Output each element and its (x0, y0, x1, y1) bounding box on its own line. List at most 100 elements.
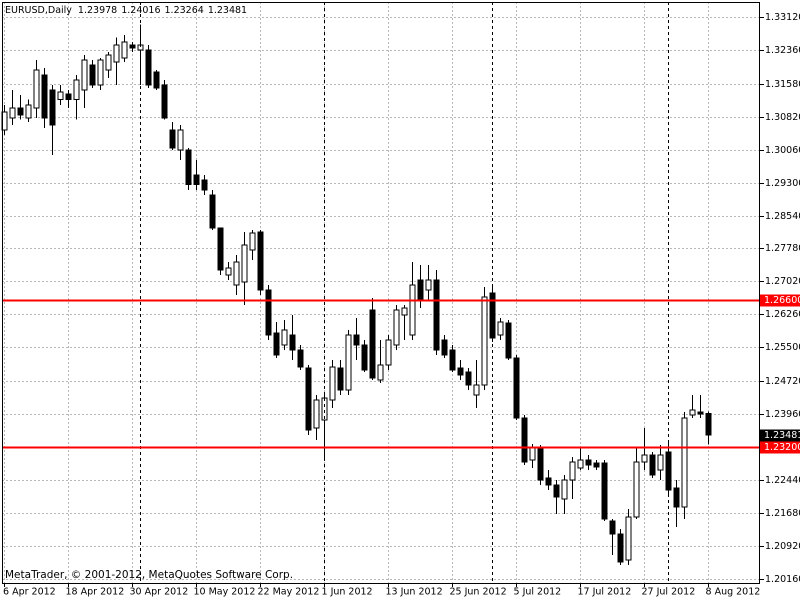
candle-body (553, 484, 560, 498)
x-tick-label: 6 Apr 2012 (3, 587, 56, 598)
candle-body (377, 364, 384, 381)
candle-body (169, 129, 176, 149)
candle-body (705, 412, 712, 436)
candle-body (521, 417, 528, 463)
x-tick-label: 27 Jul 2012 (642, 587, 696, 598)
candle-body (529, 447, 536, 461)
candle-body (369, 309, 376, 379)
candle-body (433, 279, 440, 351)
y-tick-label: 1.20920 (765, 541, 800, 552)
x-tick-label: 22 May 2012 (258, 587, 320, 598)
candle-body (345, 334, 352, 391)
y-tick-label: 1.27020 (765, 276, 800, 287)
candle-body (673, 487, 680, 508)
y-tick-label: 1.21680 (765, 508, 800, 519)
candle-body (497, 321, 504, 336)
candle-body (305, 367, 312, 431)
y-tick-label: 1.22440 (765, 475, 800, 486)
candle-body (417, 279, 424, 301)
candle-body (681, 417, 688, 508)
overlay-layer: 1.33120 1.32360 1.31580 1.30820 1.30060 1.293… (2, 12, 800, 598)
header-open: 1.23978 (78, 5, 117, 16)
hline-label: 1.26600 (764, 295, 800, 306)
x-tick-label: 1 Jun 2012 (322, 587, 373, 598)
candle-body (225, 267, 232, 276)
candle-body (505, 322, 512, 359)
candle-body (425, 279, 432, 291)
candle-body (121, 41, 128, 59)
y-tick-label: 1.20160 (765, 574, 800, 585)
x-tick-label: 30 Apr 2012 (130, 587, 189, 598)
candle-body (57, 91, 64, 101)
candle-body (617, 533, 624, 563)
y-tick-label: 1.31580 (765, 79, 800, 90)
plot-layer (1, 2, 760, 583)
y-tick-label: 1.23960 (765, 409, 800, 420)
candle-body (361, 344, 368, 371)
candle-body (337, 367, 344, 391)
candle-body (625, 516, 632, 561)
y-tick-label: 1.30060 (765, 145, 800, 156)
candle-body (657, 454, 664, 471)
x-tick-label: 10 May 2012 (194, 587, 256, 598)
candle-body (177, 129, 184, 151)
candle-body (481, 296, 488, 386)
candle-body (609, 520, 616, 535)
candle-body (473, 384, 480, 396)
candle-body (241, 244, 248, 283)
candle-body (145, 49, 152, 86)
candle-body (441, 339, 448, 356)
candle-body (153, 71, 160, 89)
candle-body (585, 459, 592, 466)
candle-body (17, 107, 24, 116)
candle-body (73, 79, 80, 101)
candle-body (409, 284, 416, 336)
candle-body (641, 454, 648, 463)
candle-body (33, 69, 40, 109)
candle-body (457, 367, 464, 376)
y-tick-label: 1.30820 (765, 112, 800, 123)
candle-body (593, 462, 600, 468)
candle-body (353, 334, 360, 346)
candle-body (97, 59, 104, 86)
candle-body (233, 261, 240, 286)
candle-body (201, 179, 208, 191)
candle-body (65, 93, 72, 101)
copyright: MetaTrader, © 2001-2012, MetaQuotes Soft… (5, 569, 293, 581)
candle-body (313, 399, 320, 429)
candle-body (49, 89, 56, 126)
y-tick-label: 1.26260 (765, 309, 800, 320)
header-close: 1.23481 (208, 5, 247, 16)
y-tick-label: 1.27780 (765, 243, 800, 254)
candle-body (649, 454, 656, 476)
candle-body (385, 339, 392, 366)
candle-body (401, 307, 408, 316)
x-tick-label: 5 Jul 2012 (514, 587, 562, 598)
x-tick-label: 17 Jul 2012 (578, 587, 632, 598)
candle-body (297, 349, 304, 368)
y-tick-label: 1.32360 (765, 45, 800, 56)
candle-body (257, 231, 264, 291)
candle-body (89, 64, 96, 86)
x-tick-label: 25 Jun 2012 (450, 587, 507, 598)
price-marker-box (760, 429, 800, 442)
candle-body (25, 104, 32, 119)
candle-body (41, 74, 48, 119)
x-tick-label: 18 Apr 2012 (66, 587, 125, 598)
candle-body (113, 44, 120, 63)
candle-body (81, 59, 88, 91)
candle-body (161, 84, 168, 119)
candle-body (265, 289, 272, 336)
plot-border (2, 2, 760, 584)
price-marker-label: 1.23481 (764, 430, 800, 441)
candle-body (105, 54, 112, 71)
candle-body (569, 461, 576, 481)
candle-body (217, 227, 224, 271)
candle-body (193, 174, 200, 186)
y-tick-label: 1.28540 (765, 211, 800, 222)
y-tick-label: 1.29300 (765, 178, 800, 189)
candle-body (545, 477, 552, 486)
y-tick-label: 1.25500 (765, 342, 800, 353)
header: EURUSD,Daily 1.23978 1.24016 1.23264 1.23481 (5, 5, 247, 16)
candle-body (281, 329, 288, 346)
